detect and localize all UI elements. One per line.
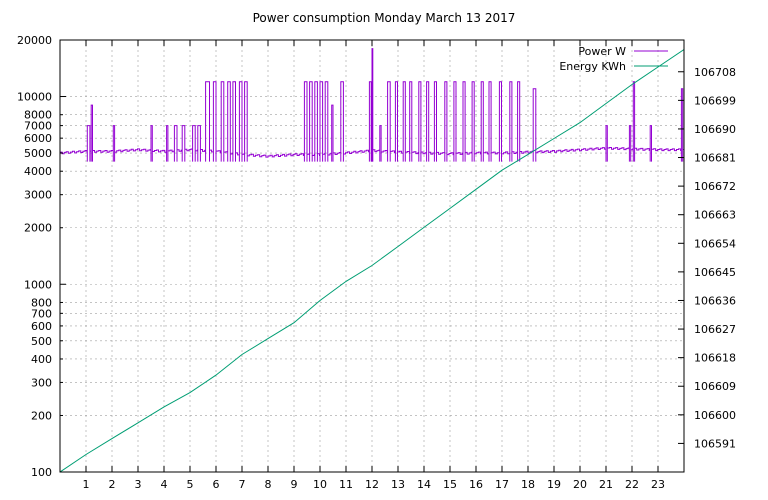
y-left-tick-label: 7000: [24, 120, 52, 133]
y-right-tick-label: 106672: [694, 180, 736, 193]
x-tick-label: 7: [239, 478, 246, 491]
y-left-tick-label: 700: [31, 307, 52, 320]
x-tick-label: 20: [573, 478, 587, 491]
x-tick-label: 14: [417, 478, 431, 491]
y-right-tick-label: 106600: [694, 409, 736, 422]
y-right-tick-label: 106636: [694, 294, 736, 307]
y-left-tick-label: 6000: [24, 132, 52, 145]
y-left-tick-label: 300: [31, 376, 52, 389]
x-tick-label: 21: [599, 478, 613, 491]
x-tick-label: 3: [135, 478, 142, 491]
y-right-tick-label: 106699: [694, 94, 736, 107]
x-tick-label: 10: [313, 478, 327, 491]
y-left-tick-label: 5000: [24, 147, 52, 160]
y-left-tick-label: 100: [31, 466, 52, 479]
x-tick-label: 23: [651, 478, 665, 491]
x-tick-label: 4: [161, 478, 168, 491]
y-right-tick-label: 106591: [694, 437, 736, 450]
x-tick-label: 5: [187, 478, 194, 491]
y-right-tick-label: 106645: [694, 266, 736, 279]
y-left-tick-label: 8000: [24, 109, 52, 122]
y-left-tick-label: 200: [31, 409, 52, 422]
x-tick-label: 8: [265, 478, 272, 491]
x-tick-label: 18: [521, 478, 535, 491]
legend-label-energy: Energy KWh: [559, 60, 626, 73]
y-left-tick-label: 1000: [24, 278, 52, 291]
x-tick-label: 12: [365, 478, 379, 491]
x-tick-label: 19: [547, 478, 561, 491]
x-tick-label: 13: [391, 478, 405, 491]
x-tick-label: 2: [109, 478, 116, 491]
y-left-tick-label: 3000: [24, 189, 52, 202]
series-layer: [60, 48, 684, 472]
y-right-tick-label: 106708: [694, 66, 736, 79]
y-right-tick-label: 106663: [694, 209, 736, 222]
x-tick-label: 9: [291, 478, 298, 491]
y-left-tick-label: 4000: [24, 165, 52, 178]
y-left-tick-label: 20000: [17, 34, 52, 47]
axis-layer: 1 2 3 4 5 6 7 8 9 10 11 12 13 14 15 16 17 18 19 20 21 22 23100…: [17, 34, 736, 491]
x-tick-label: 15: [443, 478, 457, 491]
energy-series-line: [60, 49, 684, 472]
x-tick-label: 22: [625, 478, 639, 491]
x-tick-label: 1: [83, 478, 90, 491]
y-right-tick-label: 106618: [694, 352, 736, 365]
chart-title: Power consumption Monday March 13 2017: [253, 11, 516, 25]
y-left-tick-label: 10000: [17, 91, 52, 104]
y-right-tick-label: 106690: [694, 123, 736, 136]
y-right-tick-label: 106681: [694, 152, 736, 165]
x-tick-label: 17: [495, 478, 509, 491]
plot-frame: [59, 39, 685, 473]
y-left-tick-label: 600: [31, 320, 52, 333]
y-right-tick-label: 106609: [694, 380, 736, 393]
y-left-tick-label: 800: [31, 296, 52, 309]
x-tick-label: 16: [469, 478, 483, 491]
y-right-tick-label: 106654: [694, 237, 736, 250]
y-left-tick-label: 400: [31, 353, 52, 366]
power-series-line: [60, 48, 684, 162]
chart-legend: Power W Energy KWh: [559, 45, 668, 73]
y-left-tick-label: 500: [31, 335, 52, 348]
y-left-tick-label: 2000: [24, 222, 52, 235]
y-right-tick-label: 106627: [694, 323, 736, 336]
legend-label-power: Power W: [578, 45, 626, 58]
x-tick-label: 6: [213, 478, 220, 491]
x-tick-label: 11: [339, 478, 353, 491]
